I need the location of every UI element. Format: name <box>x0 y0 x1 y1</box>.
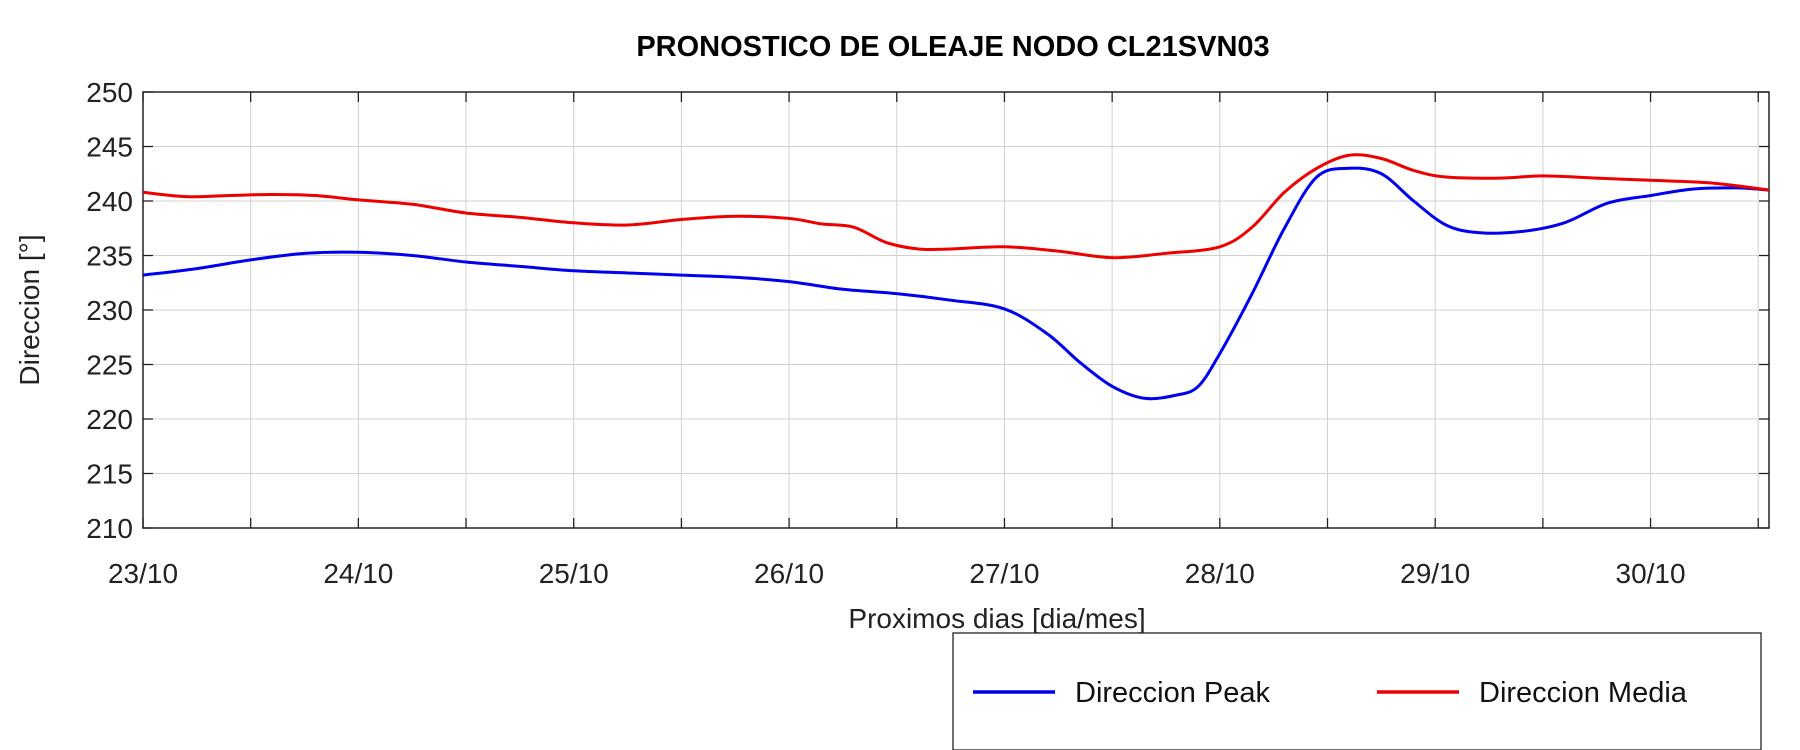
y-tick-label: 240 <box>86 186 133 217</box>
y-tick-label: 215 <box>86 459 133 490</box>
x-tick-label: 25/10 <box>539 558 609 589</box>
y-tick-labels: 210 215 220 225 230 235 240 245 250 <box>86 77 133 544</box>
x-tick-label: 26/10 <box>754 558 824 589</box>
series-line-direccion-peak <box>142 166 1770 401</box>
y-tick-label: 225 <box>86 350 133 381</box>
y-axis-label: Direccion [°] <box>14 234 45 385</box>
x-tick-label: 29/10 <box>1400 558 1470 589</box>
y-tick-label: 220 <box>86 404 133 435</box>
x-axis-label: Proximos dias [dia/mes] <box>848 603 1145 634</box>
chart-title: PRONOSTICO DE OLEAJE NODO CL21SVN03 <box>636 31 1269 63</box>
y-tick-label: 210 <box>86 513 133 544</box>
series-line-direccion-media <box>142 153 1770 260</box>
x-tick-label: 23/10 <box>108 558 178 589</box>
grid <box>142 91 1769 529</box>
legend-box <box>952 632 1762 750</box>
legend-label-direccion-media: Direccion Media <box>1479 677 1688 709</box>
y-tick-label: 250 <box>86 77 133 108</box>
legend-label-direccion-peak: Direccion Peak <box>1075 677 1271 709</box>
series-lines <box>142 153 1770 401</box>
x-tick-labels: 23/10 24/10 25/10 26/10 27/10 28/10 29/10 30/10 <box>108 558 1686 589</box>
y-tick-label: 230 <box>86 295 133 326</box>
y-tick-label: 245 <box>86 132 133 163</box>
legend: Direccion Peak Direccion Media <box>952 632 1762 750</box>
x-tick-label: 24/10 <box>323 558 393 589</box>
ticks <box>142 91 1769 529</box>
x-tick-label: 30/10 <box>1616 558 1686 589</box>
x-tick-label: 28/10 <box>1185 558 1255 589</box>
x-tick-label: 27/10 <box>969 558 1039 589</box>
y-tick-label: 235 <box>86 241 133 272</box>
